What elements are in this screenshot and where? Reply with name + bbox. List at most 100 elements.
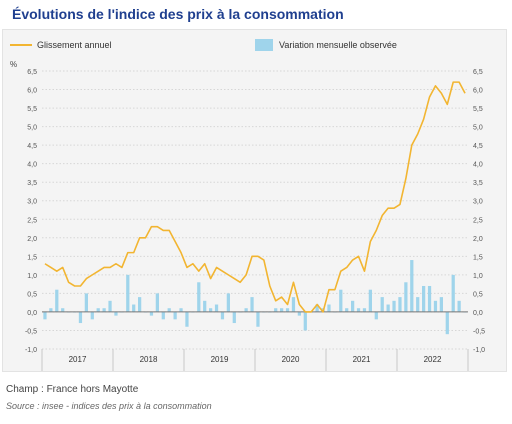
x-tick-label: 2018 [140, 355, 158, 364]
bar-monthly-variation [451, 274, 455, 312]
y-tick-label-right: -0,5 [473, 328, 485, 335]
bar-monthly-variation [291, 297, 296, 312]
y-tick-label-left: 5,0 [27, 125, 37, 132]
y-tick-label-left: 1,5 [27, 254, 37, 261]
bar-monthly-variation [78, 311, 83, 324]
source-note: Source : insee - indices des prix à la c… [6, 401, 212, 411]
bar-monthly-variation [374, 311, 378, 320]
bar-monthly-variation [433, 300, 438, 312]
bar-monthly-variation [126, 274, 130, 312]
y-tick-label-left: 5,5 [27, 106, 37, 113]
legend-line-swatch [10, 44, 32, 46]
bar-monthly-variation [368, 289, 373, 312]
bar-monthly-variation [155, 293, 160, 312]
y-tick-label-left: 0,5 [27, 291, 37, 298]
bar-monthly-variation [244, 308, 248, 312]
bar-monthly-variation [285, 308, 290, 312]
bar-monthly-variation [84, 293, 89, 312]
bar-monthly-variation [386, 304, 390, 312]
y-tick-label-left: -0,5 [25, 328, 37, 335]
y-tick-label-left: 3,0 [27, 199, 37, 206]
bar-monthly-variation [327, 304, 331, 312]
y-tick-label-right: 1,0 [473, 273, 483, 280]
y-tick-label-left: 2,5 [27, 217, 37, 224]
bar-monthly-variation [208, 308, 213, 312]
bar-monthly-variation [173, 311, 177, 320]
bar-monthly-variation [345, 308, 349, 312]
y-tick-label-right: 0,5 [473, 291, 483, 298]
bar-monthly-variation [96, 308, 100, 312]
y-tick-label-left: 1,0 [27, 273, 37, 280]
bar-monthly-variation [279, 308, 284, 312]
bar-monthly-variation [149, 311, 154, 316]
bar-monthly-variation [356, 308, 361, 312]
bar-monthly-variation [43, 311, 47, 320]
bar-monthly-variation [49, 308, 53, 312]
bar-monthly-variation [339, 289, 343, 312]
legend-line-label: Glissement annuel [37, 40, 112, 50]
bar-monthly-variation [161, 311, 165, 320]
bar-monthly-variation [90, 311, 94, 320]
bar-monthly-variation [350, 300, 355, 312]
legend-line-entry: Glissement annuel [10, 38, 112, 52]
bar-monthly-variation [55, 289, 59, 312]
chart-title: Évolutions de l'indice des prix à la con… [12, 6, 344, 22]
y-tick-label-right: 2,0 [473, 236, 483, 243]
bar-monthly-variation [421, 285, 426, 312]
bar-monthly-variation [404, 282, 408, 312]
bar-monthly-variation [439, 297, 444, 312]
bar-monthly-variation [380, 297, 384, 312]
bar-monthly-variation [362, 308, 367, 312]
y-tick-label-right: 6,0 [473, 88, 483, 95]
bar-monthly-variation [197, 282, 201, 312]
y-tick-label-right: 1,5 [473, 254, 483, 261]
bar-monthly-variation [114, 311, 118, 316]
y-axis-unit: % [10, 60, 17, 69]
bar-monthly-variation [250, 297, 254, 312]
bar-monthly-variation [220, 311, 225, 320]
bar-monthly-variation [185, 311, 189, 327]
x-tick-label: 2020 [282, 355, 300, 364]
bar-monthly-variation [61, 308, 65, 312]
y-tick-label-right: 3,5 [473, 180, 483, 187]
x-tick-label: 2021 [353, 355, 371, 364]
champ-note: Champ : France hors Mayotte [6, 384, 139, 395]
y-tick-label-right: 4,0 [473, 162, 483, 169]
legend-bar-label: Variation mensuelle observée [279, 40, 397, 50]
bar-monthly-variation [256, 311, 260, 327]
chart-frame [2, 29, 507, 372]
legend-bar-entry: Variation mensuelle observée [255, 38, 397, 52]
y-tick-label-right: 2,5 [473, 217, 483, 224]
y-tick-label-right: 5,5 [473, 106, 483, 113]
bar-monthly-variation [445, 311, 449, 335]
bar-monthly-variation [226, 293, 231, 312]
bar-monthly-variation [108, 300, 112, 312]
y-tick-label-left: 3,5 [27, 180, 37, 187]
bar-monthly-variation [427, 285, 432, 312]
x-tick-label: 2019 [211, 355, 229, 364]
bar-monthly-variation [203, 300, 207, 312]
bar-monthly-variation [416, 297, 420, 312]
bar-monthly-variation [214, 304, 219, 312]
bar-monthly-variation [392, 300, 396, 312]
y-tick-label-right: 6,5 [473, 69, 483, 76]
x-tick-label: 2022 [424, 355, 442, 364]
y-tick-label-right: 3,0 [473, 199, 483, 206]
bar-monthly-variation [102, 308, 106, 312]
line-annual-change [44, 81, 466, 313]
bar-monthly-variation [137, 297, 142, 312]
y-tick-label-left: 6,0 [27, 88, 37, 95]
y-tick-label-right: 5,0 [473, 125, 483, 132]
bar-monthly-variation [315, 304, 319, 312]
bar-monthly-variation [167, 308, 171, 312]
bar-monthly-variation [232, 311, 236, 324]
bar-monthly-variation [274, 308, 278, 312]
y-tick-label-right: 0,0 [473, 310, 483, 317]
bar-monthly-variation [303, 311, 307, 331]
bar-monthly-variation [398, 297, 402, 312]
y-tick-label-left: -1,0 [25, 347, 37, 354]
x-tick-label: 2017 [69, 355, 87, 364]
bar-monthly-variation [297, 311, 302, 316]
y-tick-label-left: 4,0 [27, 162, 37, 169]
